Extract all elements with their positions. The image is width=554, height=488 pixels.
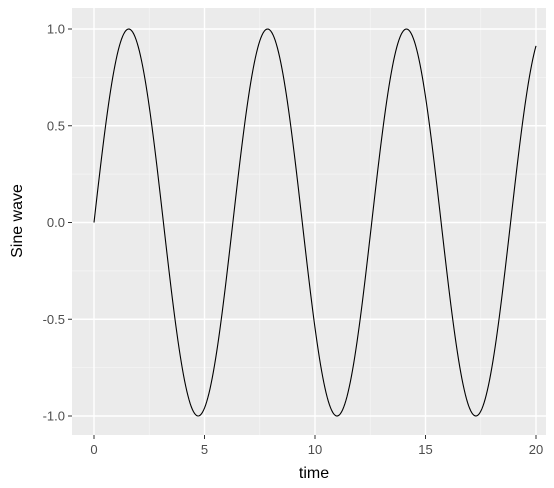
y-tick-label: -0.5 <box>43 312 65 327</box>
y-tick-label: 0.0 <box>47 215 65 230</box>
y-axis-title: Sine wave <box>9 184 26 258</box>
x-tick-label: 5 <box>201 442 208 457</box>
major-gridlines <box>72 8 546 435</box>
sine-wave-line <box>93 28 537 417</box>
y-axis: -1.0 -0.5 0.0 0.5 1.0 <box>43 22 72 424</box>
y-tick-label: 1.0 <box>47 22 65 37</box>
x-tick-label: 15 <box>418 442 432 457</box>
minor-gridlines <box>72 8 546 435</box>
x-axis-title: time <box>299 465 329 482</box>
x-axis: 0 5 10 15 20 <box>90 435 543 457</box>
x-tick-label: 10 <box>308 442 322 457</box>
plot-panel <box>72 8 546 435</box>
y-tick-label: -1.0 <box>43 409 65 424</box>
y-tick-label: 0.5 <box>47 118 65 133</box>
x-tick-label: 0 <box>90 442 97 457</box>
x-tick-label: 20 <box>529 442 543 457</box>
